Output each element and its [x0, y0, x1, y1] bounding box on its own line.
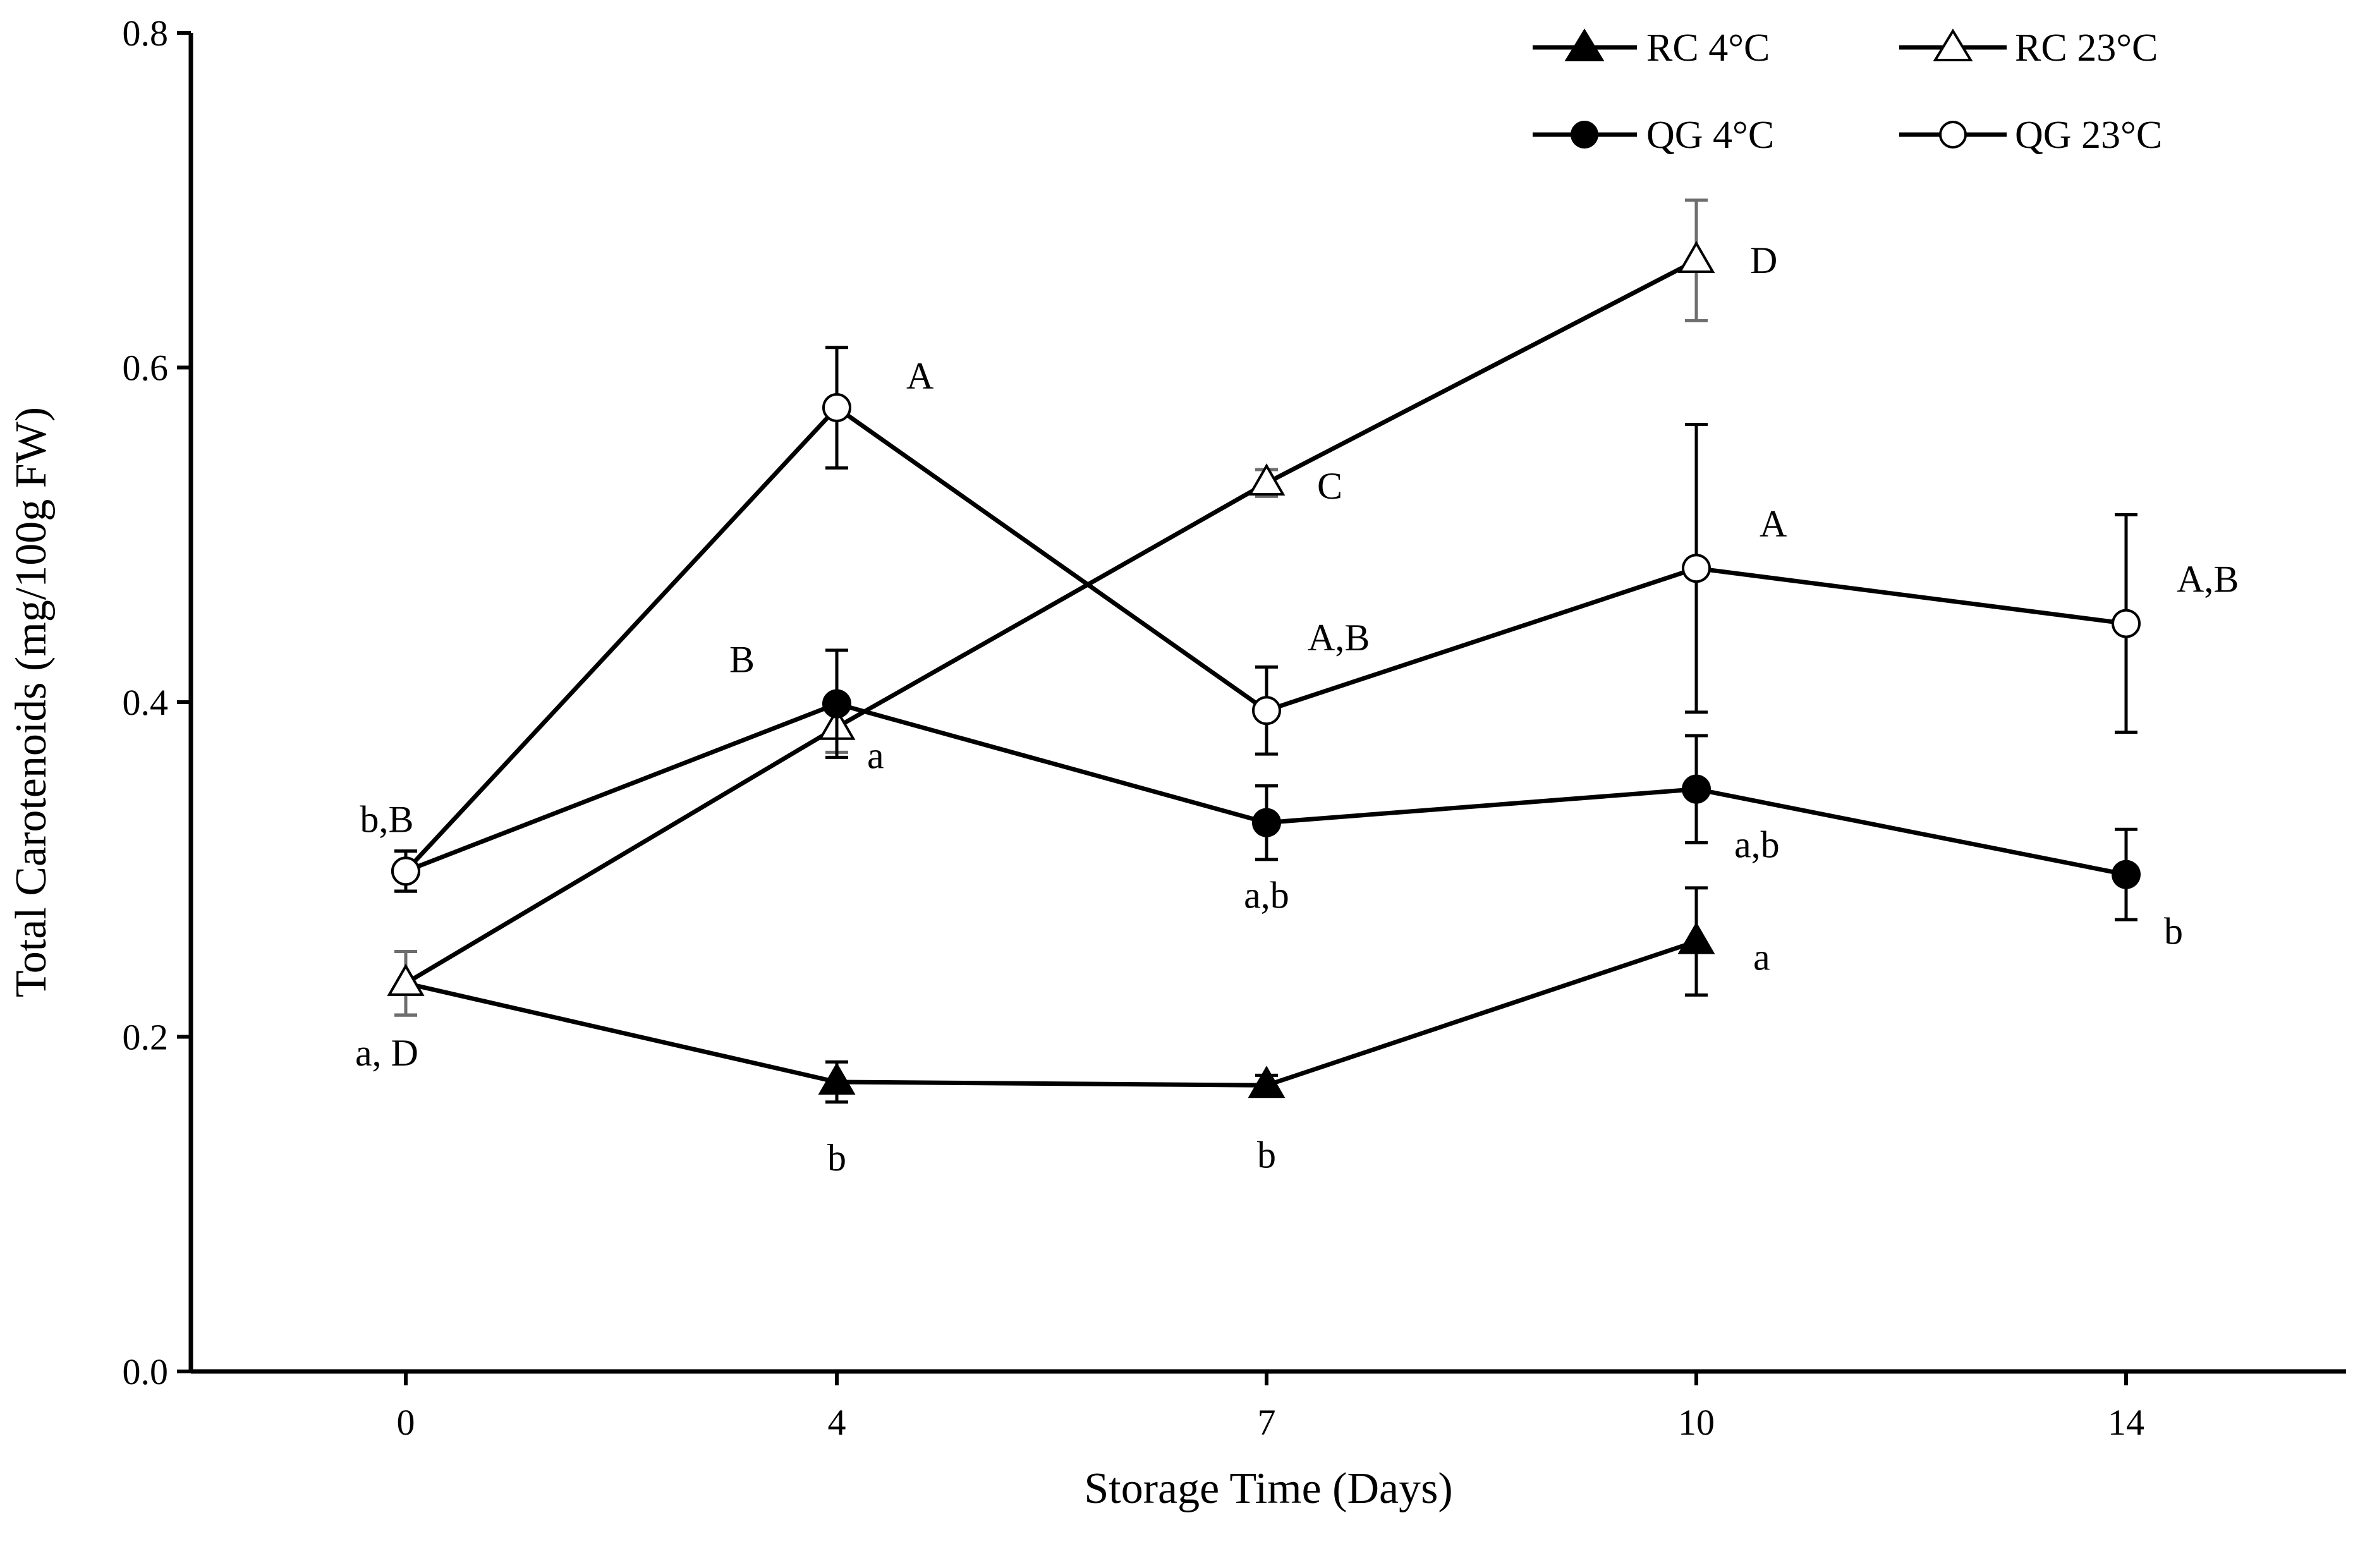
- y-tick-label: 0.2: [123, 1017, 169, 1058]
- data-point: [818, 1062, 856, 1095]
- y-tick-label: 0.0: [123, 1351, 169, 1392]
- significance-label: a, D: [355, 1032, 418, 1074]
- legend-item-qg-4c: QG 4°C: [1533, 114, 1774, 157]
- x-tick-label: 10: [1678, 1402, 1715, 1443]
- x-axis-title: Storage Time (Days): [1084, 1464, 1452, 1513]
- significance-label: b: [827, 1137, 846, 1179]
- legend-label-rc-23c: RC 23°C: [2015, 27, 2158, 70]
- x-tick-label: 0: [397, 1402, 415, 1443]
- data-point: [1252, 808, 1281, 837]
- data-point: [1677, 241, 1715, 274]
- significance-label: a,b: [1734, 824, 1780, 866]
- y-tick-label: 0.8: [123, 13, 169, 54]
- legend-marker-open-circle: [1939, 121, 1967, 149]
- series-line: [405, 939, 1698, 1088]
- data-point: [822, 689, 851, 719]
- significance-label: A: [906, 355, 933, 397]
- y-axis-title: Total Carotenoids (mg/100g FW): [7, 407, 56, 997]
- legend-item-qg-23c: QG 23°C: [1899, 114, 2162, 157]
- significance-label: B: [729, 639, 755, 681]
- x-tick-label: 4: [828, 1402, 846, 1443]
- x-tick-label: 14: [2108, 1402, 2144, 1443]
- data-point: [1677, 921, 1715, 954]
- x-tick-label: 7: [1258, 1402, 1276, 1443]
- significance-label: a: [867, 735, 884, 777]
- significance-label: a,b: [1244, 875, 1289, 916]
- data-point: [1252, 696, 1281, 726]
- significance-label: b: [2164, 911, 2183, 952]
- data-point: [2112, 609, 2141, 638]
- significance-label: b,B: [360, 798, 413, 840]
- x-ticks: 0 4 7 10 14: [397, 1371, 2144, 1443]
- legend-marker-filled-triangle: [1564, 28, 1605, 61]
- legend-label-qg-4c: QG 4°C: [1646, 114, 1774, 157]
- data-point: [387, 963, 425, 996]
- significance-label: a: [1753, 937, 1770, 978]
- data-point: [1682, 554, 1711, 583]
- annotation-layer: b b a a C D Ba,b a,b b b,B A A,B A A,B a, D: [355, 240, 2239, 1179]
- significance-label: A,B: [2177, 559, 2239, 600]
- y-tick-label: 0.4: [123, 682, 169, 723]
- significance-label: C: [1317, 465, 1342, 507]
- significance-label: A: [1760, 503, 1787, 545]
- data-point: [1248, 1066, 1286, 1098]
- series-line: [404, 258, 1698, 985]
- legend-label-rc-4c: RC 4°C: [1646, 27, 1770, 70]
- series-qg-23-c: [391, 346, 2141, 893]
- legend-marker-filled-circle: [1571, 121, 1598, 149]
- series-rc-23-c: [387, 198, 1715, 1017]
- series-rc-4-c: [387, 886, 1715, 1104]
- legend-item-rc-4c: RC 4°C: [1533, 27, 1770, 70]
- data-point: [1248, 463, 1286, 496]
- significance-label: A,B: [1308, 617, 1370, 659]
- data-point: [2112, 860, 2141, 889]
- legend: RC 4°C RC 23°C QG 4°C QG 23°C: [1533, 27, 2162, 157]
- significance-label: b: [1257, 1134, 1276, 1176]
- legend-marker-open-triangle: [1933, 28, 1973, 61]
- y-tick-label: 0.6: [123, 348, 169, 389]
- data-point: [391, 856, 420, 886]
- legend-label-qg-23c: QG 23°C: [2015, 114, 2162, 157]
- series-layer: [387, 198, 2141, 1104]
- significance-label: D: [1750, 240, 1777, 281]
- data-point: [1682, 774, 1711, 804]
- legend-item-rc-23c: RC 23°C: [1899, 27, 2158, 70]
- y-ticks: 0.0 0.2 0.4 0.6 0.8: [123, 13, 191, 1392]
- data-point: [822, 393, 851, 423]
